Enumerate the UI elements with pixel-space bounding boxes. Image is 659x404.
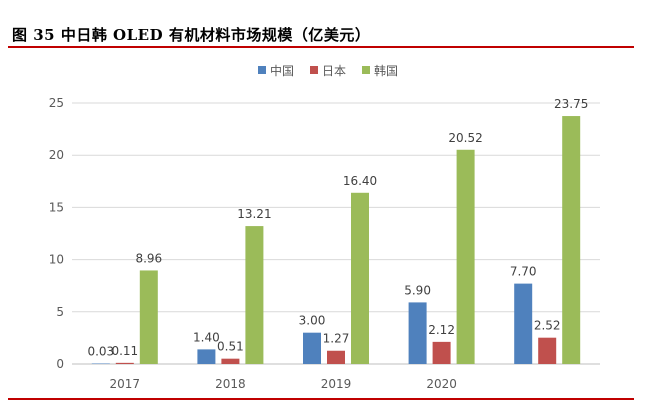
x-tick-label: 2017 <box>110 377 141 391</box>
data-label: 8.96 <box>135 251 162 265</box>
legend-swatch-china <box>258 66 266 74</box>
bar-korea <box>139 270 158 364</box>
bar-korea <box>562 116 581 364</box>
bar-china <box>514 283 533 364</box>
data-label: 3.00 <box>299 314 326 328</box>
bar-japan <box>432 341 451 364</box>
bar-china <box>197 349 216 364</box>
y-tick-label: 15 <box>49 200 64 214</box>
bar-china <box>303 332 321 364</box>
bar-korea <box>456 149 475 364</box>
legend-label-china: 中国 <box>270 63 294 78</box>
legend-swatch-japan <box>310 66 318 74</box>
data-label: 5.90 <box>404 283 431 297</box>
data-label: 0.51 <box>217 340 244 354</box>
data-label: 0.11 <box>111 344 138 358</box>
y-tick-label: 25 <box>49 96 64 110</box>
figure-title: 图 35 中日韩 OLED 有机材料市场规模（亿美元） <box>12 26 371 44</box>
data-labels: 0.030.11 8.96 1.400.51 13.21 3.00 1.27 16.40 5.… <box>87 97 588 358</box>
data-label: 7.70 <box>510 265 537 279</box>
data-label: 0.03 <box>87 345 114 359</box>
bar-japan <box>327 350 345 364</box>
y-tick-label: 0 <box>56 357 64 371</box>
data-label: 1.40 <box>193 330 220 344</box>
chart-legend: 中国 日本 韩国 <box>258 63 398 78</box>
data-label: 1.27 <box>323 332 350 346</box>
bar-japan <box>115 362 134 364</box>
title-rule <box>8 46 634 48</box>
bars <box>91 116 581 364</box>
legend-swatch-korea <box>362 66 370 74</box>
y-tick-label: 5 <box>56 305 64 319</box>
y-axis: 0 5 10 15 20 25 <box>49 96 64 371</box>
y-tick-label: 10 <box>49 253 64 267</box>
y-tick-label: 20 <box>49 148 64 162</box>
bar-japan <box>538 337 557 364</box>
bar-china <box>408 302 427 364</box>
x-axis: 2017 2018 2019 2020 <box>110 377 457 391</box>
data-label: 23.75 <box>554 97 588 111</box>
bar-china <box>91 363 110 364</box>
legend-label-japan: 日本 <box>322 64 346 78</box>
data-label: 2.52 <box>534 319 561 333</box>
data-label: 13.21 <box>237 207 271 221</box>
bar-korea <box>351 192 369 364</box>
data-label: 16.40 <box>343 174 377 188</box>
data-label: 2.12 <box>428 323 455 337</box>
x-tick-label: 2019 <box>321 377 352 391</box>
bottom-rule <box>8 398 634 400</box>
bar-korea <box>245 226 264 364</box>
x-tick-label: 2018 <box>215 377 246 391</box>
x-tick-label: 2020 <box>426 377 457 391</box>
bar-japan <box>221 358 240 364</box>
legend-label-korea: 韩国 <box>374 63 398 78</box>
data-label: 20.52 <box>448 131 482 145</box>
